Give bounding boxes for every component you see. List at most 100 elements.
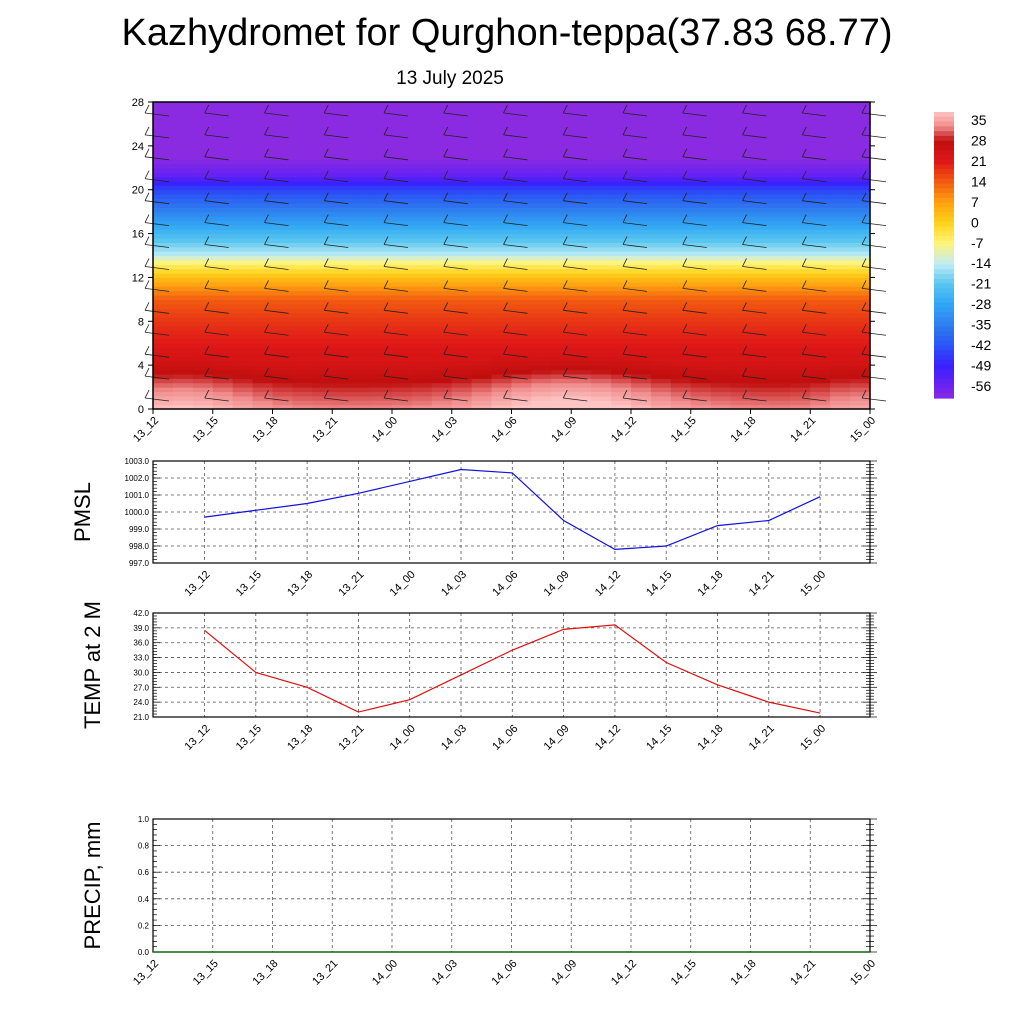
- temperature-cell: [730, 360, 752, 366]
- temperature-cell: [551, 251, 572, 257]
- wind-barb: [383, 192, 409, 205]
- temperature-cell: [232, 233, 254, 239]
- temperature-cell: [830, 343, 851, 349]
- temperature-cell: [292, 167, 313, 173]
- temperature-cell: [551, 316, 572, 322]
- temperature-cell: [312, 316, 333, 322]
- temperature-cell: [471, 194, 493, 200]
- temperature-cell: [431, 119, 453, 125]
- temperature-cell: [750, 382, 772, 388]
- temperature-cell: [392, 167, 413, 173]
- temperature-cell: [172, 264, 194, 270]
- colorbar-swatch: [934, 202, 954, 208]
- temperature-cell: [830, 180, 851, 186]
- temperature-cell: [710, 137, 732, 143]
- temperature-cell: [352, 338, 373, 344]
- temperature-cell: [750, 242, 772, 248]
- temperature-cell: [212, 207, 234, 213]
- temperature-cell: [790, 119, 811, 125]
- temperature-cell: [670, 207, 692, 213]
- temperature-cell: [392, 233, 413, 239]
- temperature-cell: [810, 163, 831, 169]
- temperature-cell: [451, 369, 473, 375]
- temperature-cell: [670, 334, 692, 340]
- temperature-cell: [830, 207, 851, 213]
- temperature-cell: [431, 229, 453, 235]
- temperature-cell: [252, 400, 274, 406]
- temperature-cell: [511, 211, 533, 217]
- temperature-cell: [292, 137, 313, 143]
- temperature-cell: [192, 172, 214, 178]
- temperature-cell: [850, 400, 871, 406]
- temperature-cell: [730, 137, 752, 143]
- temperature-cell: [790, 308, 811, 314]
- temperature-cell: [571, 176, 592, 182]
- temperature-cell: [372, 299, 393, 305]
- temperature-cell: [730, 303, 752, 309]
- temperature-cell: [670, 106, 692, 112]
- temperature-cell: [332, 176, 353, 182]
- temperature-cell: [292, 281, 313, 287]
- temperature-cell: [730, 145, 752, 151]
- temperature-cell: [411, 233, 433, 239]
- temperature-cell: [212, 159, 234, 164]
- temperature-cell: [451, 233, 473, 239]
- temperature-cell: [252, 237, 274, 243]
- temperature-cell: [411, 351, 433, 357]
- wind-barb: [144, 258, 170, 270]
- temperature-cell: [471, 259, 493, 265]
- temperature-cell: [252, 176, 274, 182]
- temperature-cell: [750, 194, 772, 200]
- temperature-cell: [631, 110, 652, 116]
- temperature-cell: [431, 281, 453, 287]
- temperature-cell: [212, 382, 234, 388]
- temperature-cell: [172, 167, 194, 173]
- temperature-cell: [850, 347, 871, 353]
- temperature-cell: [172, 400, 194, 406]
- temperature-cell: [850, 325, 871, 331]
- temperature-cell: [650, 123, 672, 129]
- temperature-cell: [312, 237, 333, 243]
- temperature-cell: [431, 180, 453, 186]
- temperature-cell: [491, 400, 513, 406]
- temperature-cell: [272, 189, 294, 195]
- temperature-cell: [810, 185, 831, 191]
- temperature-cell: [431, 202, 453, 208]
- temperature-cell: [372, 159, 393, 164]
- temperature-cell: [332, 137, 353, 143]
- temperature-cell: [670, 176, 692, 182]
- temperature-cell: [352, 106, 373, 112]
- temperature-cell: [352, 115, 373, 121]
- temperature-cell: [650, 294, 672, 300]
- temperature-cell: [750, 154, 772, 160]
- temperature-cell: [750, 185, 772, 191]
- temperature-cell: [591, 281, 612, 287]
- temperature-cell: [212, 290, 234, 296]
- temperature-cell: [790, 259, 811, 265]
- temperature-cell: [272, 273, 294, 279]
- temperature-cell: [810, 382, 831, 388]
- temperature-cell: [451, 325, 473, 331]
- colorbar-label: -42: [971, 337, 991, 353]
- temperature-cell: [292, 391, 313, 397]
- x-tick-label: 13_18: [285, 569, 315, 599]
- temperature-cell: [690, 119, 712, 125]
- temperature-cell: [451, 277, 473, 283]
- temperature-cell: [511, 110, 533, 116]
- temperature-cell: [411, 119, 433, 125]
- temperature-cell: [631, 242, 652, 248]
- temperature-cell: [730, 123, 752, 129]
- temperature-cell: [153, 163, 174, 169]
- temperature-cell: [511, 202, 533, 208]
- temperature-cell: [670, 382, 692, 388]
- temperature-cell: [690, 180, 712, 186]
- temperature-cell: [730, 167, 752, 173]
- temperature-cell: [471, 106, 493, 112]
- temperature-cell: [850, 251, 871, 257]
- temperature-cell: [710, 325, 732, 331]
- temperature-cell: [650, 132, 672, 138]
- temperature-cell: [531, 167, 552, 173]
- temperature-cell: [212, 224, 234, 230]
- temperature-cell: [232, 281, 254, 287]
- temperature-cell: [690, 387, 712, 393]
